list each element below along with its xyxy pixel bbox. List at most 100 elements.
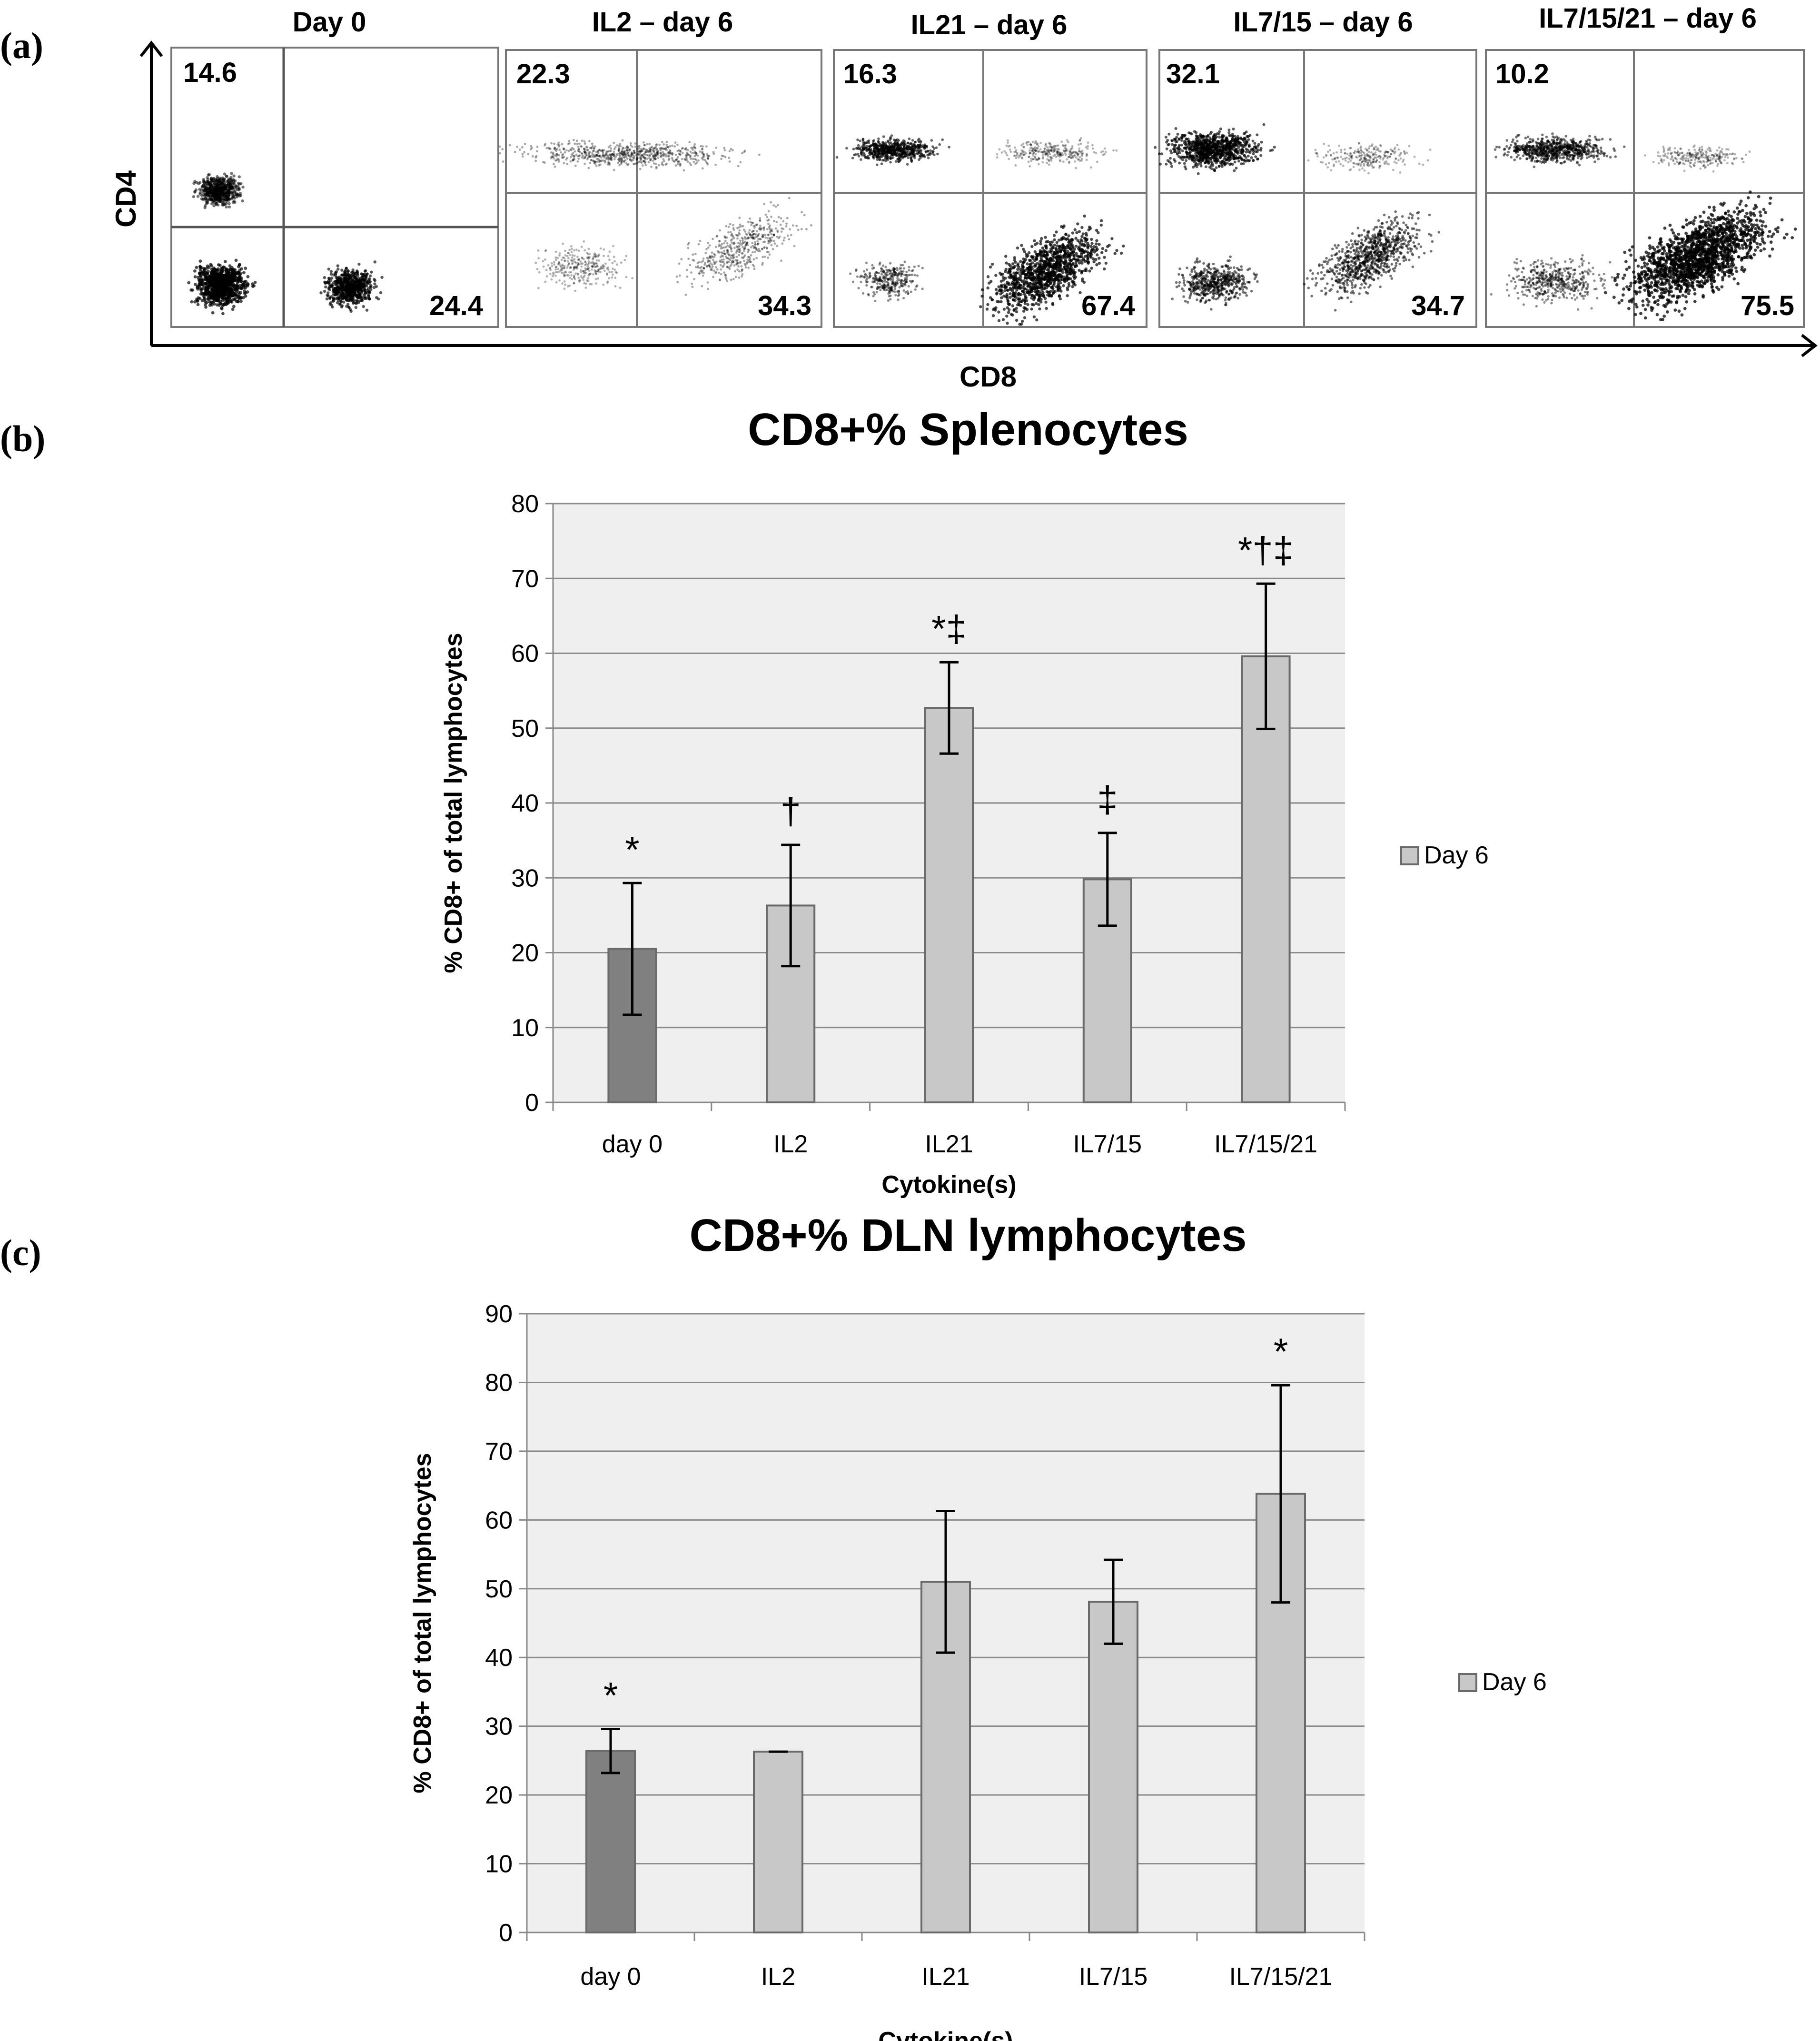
flow-dot bbox=[845, 147, 848, 150]
flow-dot bbox=[358, 287, 361, 290]
flow-dot bbox=[708, 265, 711, 268]
flow-dot bbox=[339, 291, 343, 294]
flow-dot bbox=[246, 282, 249, 286]
flow-dot bbox=[887, 283, 890, 286]
flow-dot bbox=[700, 266, 703, 268]
flow-dot bbox=[762, 227, 765, 229]
flow-dot bbox=[1073, 228, 1077, 231]
flow-dot bbox=[664, 148, 667, 150]
flow-dot bbox=[1080, 153, 1083, 156]
flow-dot bbox=[210, 180, 213, 183]
flow-dot bbox=[889, 294, 892, 297]
flow-dot bbox=[1035, 141, 1038, 144]
flow-dot bbox=[643, 141, 645, 144]
flow-dot bbox=[723, 271, 725, 274]
flow-dot bbox=[1095, 242, 1098, 246]
flow-dot bbox=[1080, 158, 1083, 160]
flow-dot bbox=[700, 269, 703, 272]
flow-dot bbox=[614, 285, 617, 287]
flow-dot bbox=[213, 197, 217, 200]
flow-dot bbox=[767, 257, 770, 259]
flow-dot bbox=[564, 151, 566, 154]
flow-dot bbox=[586, 265, 589, 268]
flow-dot bbox=[228, 205, 231, 208]
flow-dot bbox=[1030, 159, 1033, 162]
flow-dot bbox=[614, 146, 617, 149]
flow-upper-left-percent: 14.6 bbox=[183, 57, 237, 88]
flow-dot bbox=[203, 282, 207, 285]
flow-dot bbox=[657, 157, 660, 159]
flow-dot bbox=[735, 234, 738, 236]
flow-dot bbox=[705, 248, 708, 250]
flow-dot bbox=[232, 174, 236, 178]
flow-dot bbox=[224, 303, 228, 307]
flow-dot bbox=[755, 248, 758, 251]
flow-dot bbox=[730, 148, 732, 150]
flow-dot bbox=[857, 144, 860, 147]
flow-dot bbox=[231, 274, 235, 277]
flow-dot bbox=[751, 230, 753, 233]
flow-dot bbox=[228, 198, 231, 201]
flow-dot bbox=[769, 231, 772, 234]
flow-dot bbox=[229, 287, 233, 291]
flow-dot bbox=[196, 303, 200, 307]
flow-dot bbox=[251, 285, 255, 288]
flow-dot bbox=[759, 250, 762, 252]
flow-dot bbox=[872, 266, 875, 269]
flow-dot bbox=[211, 311, 215, 315]
flow-dot bbox=[699, 150, 702, 153]
flow-dot bbox=[553, 157, 555, 160]
flow-dot bbox=[339, 300, 343, 303]
flow-dot bbox=[523, 151, 525, 154]
flow-dot bbox=[1073, 154, 1076, 157]
flow-dot bbox=[905, 270, 908, 273]
flow-dot bbox=[1079, 142, 1082, 145]
flow-dot bbox=[711, 269, 713, 271]
flow-dot bbox=[904, 291, 907, 294]
flow-dot bbox=[618, 152, 621, 155]
flow-dot bbox=[582, 270, 585, 272]
flow-dot bbox=[607, 255, 610, 258]
flow-dot bbox=[585, 146, 588, 148]
flow-dot bbox=[228, 202, 231, 205]
flow-dot bbox=[676, 163, 679, 166]
flow-dot bbox=[1078, 156, 1081, 159]
flow-dot bbox=[889, 298, 892, 301]
flow-dot bbox=[1071, 145, 1074, 148]
flow-dot bbox=[674, 141, 677, 144]
flow-dot bbox=[938, 143, 941, 146]
flow-dot bbox=[901, 264, 904, 267]
flow-dot bbox=[711, 251, 713, 254]
flow-dot bbox=[545, 275, 548, 277]
flow-dot bbox=[875, 291, 878, 294]
flow-dot bbox=[603, 161, 606, 164]
flow-dot bbox=[575, 248, 578, 251]
flow-dot bbox=[723, 147, 726, 149]
flow-dot bbox=[603, 269, 606, 272]
flow-dot bbox=[599, 268, 602, 270]
flow-dot bbox=[910, 142, 913, 146]
flow-dot bbox=[689, 162, 691, 165]
flow-dot bbox=[724, 239, 727, 242]
flow-dot bbox=[581, 257, 584, 259]
flow-dot bbox=[578, 142, 581, 145]
flow-dot bbox=[736, 268, 739, 271]
flow-dot bbox=[661, 140, 663, 143]
flow-dot bbox=[335, 290, 338, 294]
flow-dot bbox=[859, 139, 862, 142]
flow-dot bbox=[584, 157, 586, 159]
flow-dot bbox=[884, 151, 887, 154]
flow-dot bbox=[1039, 142, 1042, 144]
flow-dot bbox=[862, 292, 865, 295]
flow-dot bbox=[1023, 153, 1026, 156]
flow-dot bbox=[584, 287, 587, 289]
flow-dot bbox=[611, 262, 614, 264]
flow-dot bbox=[1008, 158, 1010, 160]
flow-dot bbox=[610, 147, 613, 150]
flow-dot bbox=[772, 248, 774, 250]
flow-dot bbox=[730, 261, 733, 264]
flow-dot bbox=[606, 273, 609, 276]
flow-dot bbox=[223, 289, 227, 293]
flow-dot bbox=[1068, 161, 1071, 164]
flow-dot bbox=[865, 284, 868, 287]
